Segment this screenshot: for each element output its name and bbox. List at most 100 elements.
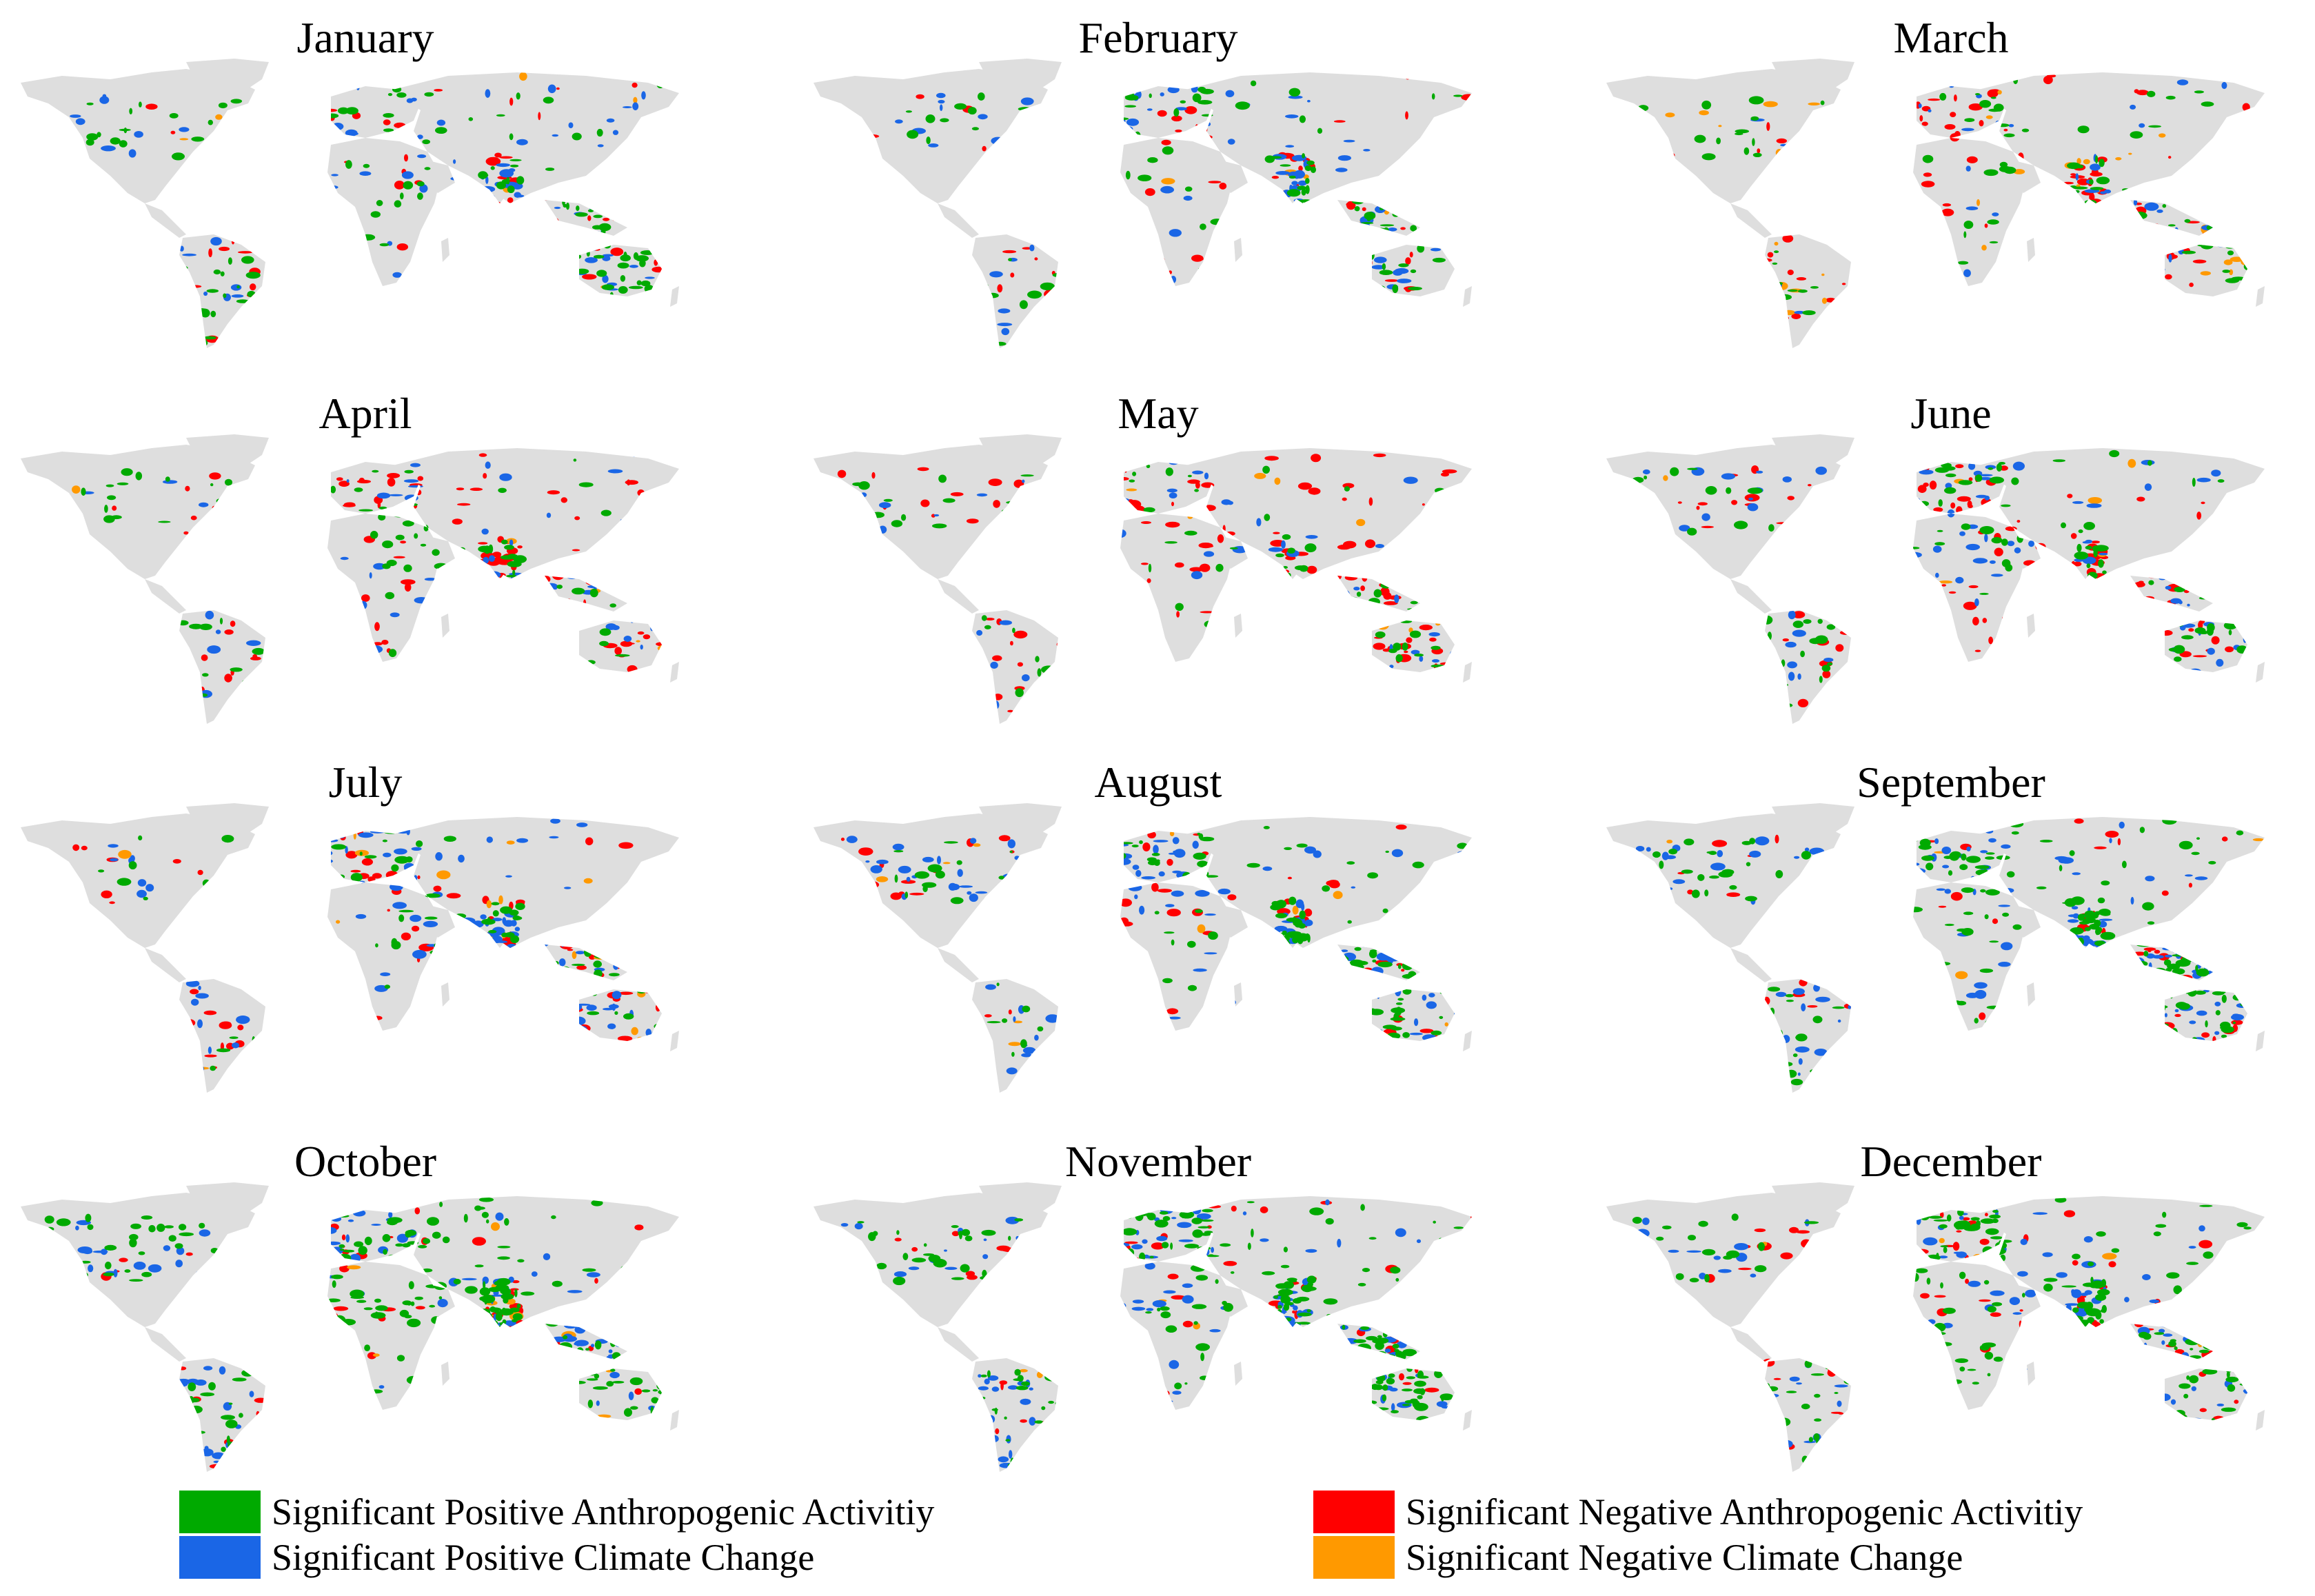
negative-anthropogenic-patch <box>916 94 924 99</box>
positive-climate-patch <box>659 1026 663 1033</box>
positive-anthropogenic-patch <box>509 159 522 161</box>
positive-anthropogenic-patch <box>1792 1053 1798 1058</box>
negative-anthropogenic-patch <box>323 869 332 873</box>
negative-anthropogenic-patch <box>1197 125 1208 134</box>
positive-anthropogenic-patch <box>516 176 525 185</box>
negative-anthropogenic-patch <box>434 89 443 92</box>
negative-anthropogenic-patch <box>611 197 627 201</box>
negative-anthropogenic-patch <box>1968 103 1983 111</box>
significance-overlay <box>841 72 1472 346</box>
positive-anthropogenic-patch <box>1216 1395 1222 1404</box>
positive-climate-patch <box>586 1004 597 1011</box>
positive-climate-patch <box>176 1246 185 1255</box>
positive-anthropogenic-patch <box>2008 1018 2022 1027</box>
positive-climate-patch <box>1195 890 1210 897</box>
positive-anthropogenic-patch <box>191 137 205 142</box>
positive-anthropogenic-patch <box>625 1297 631 1304</box>
positive-climate-patch <box>581 248 596 252</box>
positive-climate-patch <box>1045 711 1059 716</box>
positive-anthropogenic-patch <box>103 1272 114 1277</box>
positive-climate-patch <box>2145 876 2155 882</box>
positive-anthropogenic-patch <box>1196 133 1209 138</box>
positive-climate-patch <box>1213 1379 1220 1382</box>
positive-anthropogenic-patch <box>617 262 629 269</box>
negative-anthropogenic-patch <box>2177 197 2192 201</box>
negative-climate-patch <box>1645 879 1653 886</box>
positive-anthropogenic-patch <box>1949 851 1960 861</box>
positive-climate-patch <box>623 636 632 642</box>
land-northAmerica <box>1606 1193 1841 1327</box>
positive-climate-patch <box>345 846 348 854</box>
positive-climate-patch <box>2099 552 2108 556</box>
positive-climate-patch <box>1122 206 1126 215</box>
negative-anthropogenic-patch <box>560 497 567 503</box>
positive-anthropogenic-patch <box>510 164 519 168</box>
positive-anthropogenic-patch <box>1750 116 1759 121</box>
positive-climate-patch <box>2133 199 2138 206</box>
positive-anthropogenic-patch <box>1402 1388 1413 1392</box>
positive-anthropogenic-patch <box>254 707 259 714</box>
positive-anthropogenic-patch <box>2083 522 2095 530</box>
positive-anthropogenic-patch <box>1288 88 1301 97</box>
positive-climate-patch <box>2065 1304 2072 1313</box>
land-nz <box>670 286 679 307</box>
positive-anthropogenic-patch <box>2194 907 2203 911</box>
positive-anthropogenic-patch <box>1369 949 1377 958</box>
positive-climate-patch <box>482 1311 487 1314</box>
positive-anthropogenic-patch <box>2078 529 2083 534</box>
positive-anthropogenic-patch <box>517 1259 525 1263</box>
positive-climate-patch <box>2144 483 2152 491</box>
negative-anthropogenic-patch <box>1287 876 1292 880</box>
positive-climate-patch <box>1916 1216 1921 1225</box>
positive-climate-patch <box>2099 918 2113 921</box>
positive-anthropogenic-patch <box>1395 1277 1399 1282</box>
negative-climate-patch <box>1665 112 1675 118</box>
negative-anthropogenic-patch <box>1223 952 1233 960</box>
positive-anthropogenic-patch <box>139 101 142 108</box>
positive-anthropogenic-patch <box>971 127 979 131</box>
negative-anthropogenic-patch <box>1344 574 1358 580</box>
positive-anthropogenic-patch <box>1195 1275 1209 1281</box>
positive-anthropogenic-patch <box>876 1262 887 1270</box>
positive-anthropogenic-patch <box>1280 1264 1290 1269</box>
negative-anthropogenic-patch <box>250 283 256 291</box>
positive-anthropogenic-patch <box>1369 1408 1381 1411</box>
negative-anthropogenic-patch <box>256 1453 270 1457</box>
positive-anthropogenic-patch <box>2243 262 2255 271</box>
positive-anthropogenic-patch <box>247 290 256 298</box>
negative-anthropogenic-patch <box>1297 482 1313 490</box>
positive-anthropogenic-patch <box>1247 1242 1251 1251</box>
positive-anthropogenic-patch <box>378 514 386 521</box>
positive-anthropogenic-patch <box>2084 927 2091 931</box>
negative-anthropogenic-patch <box>645 1037 655 1044</box>
negative-anthropogenic-patch <box>2184 571 2192 576</box>
positive-anthropogenic-patch <box>573 1413 587 1417</box>
positive-climate-patch <box>1231 975 1234 981</box>
negative-anthropogenic-patch <box>231 238 235 245</box>
positive-anthropogenic-patch <box>618 286 628 294</box>
positive-climate-patch <box>1022 1047 1036 1054</box>
positive-climate-patch <box>73 1277 77 1284</box>
positive-climate-patch <box>1213 1392 1217 1397</box>
positive-anthropogenic-patch <box>1390 1266 1401 1274</box>
positive-anthropogenic-patch <box>123 128 128 134</box>
positive-anthropogenic-patch <box>1357 1343 1371 1353</box>
positive-anthropogenic-patch <box>1361 973 1375 980</box>
positive-climate-patch <box>1923 1237 1938 1246</box>
positive-anthropogenic-patch <box>1810 286 1819 289</box>
positive-anthropogenic-patch <box>1052 273 1062 277</box>
positive-anthropogenic-patch <box>644 285 654 293</box>
world-map <box>1606 59 2265 348</box>
negative-anthropogenic-patch <box>517 545 523 549</box>
positive-anthropogenic-patch <box>1930 587 1937 592</box>
negative-anthropogenic-patch <box>1938 905 1947 908</box>
positive-anthropogenic-patch <box>2070 927 2084 935</box>
negative-climate-patch <box>372 1353 380 1357</box>
legend-swatch <box>179 1536 261 1579</box>
positive-climate-patch <box>1985 465 1996 469</box>
positive-anthropogenic-patch <box>1411 938 1426 945</box>
positive-climate-patch <box>2143 1342 2147 1349</box>
negative-anthropogenic-patch <box>554 571 559 574</box>
positive-anthropogenic-patch <box>2147 460 2152 466</box>
negative-anthropogenic-patch <box>1140 563 1149 565</box>
